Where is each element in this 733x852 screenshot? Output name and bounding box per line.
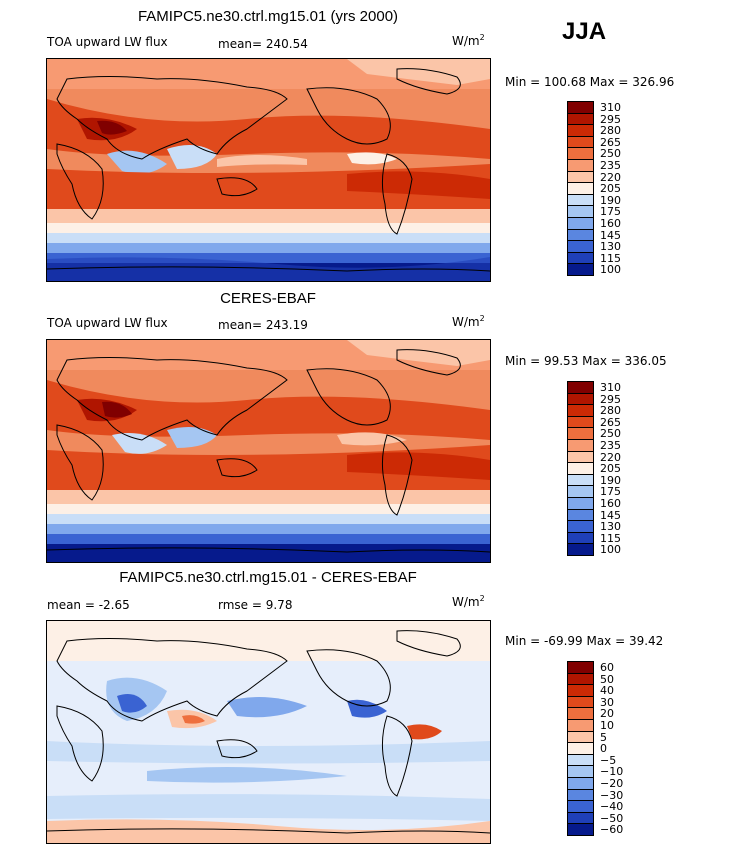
- colorbar-swatch: [567, 543, 594, 556]
- colorbar-tick-label: 175: [600, 205, 621, 219]
- colorbar-tick-label: 145: [600, 508, 621, 522]
- colorbar-tick-label: 295: [600, 392, 621, 406]
- colorbar-tick-label: −10: [600, 765, 624, 779]
- colorbar-tick-label: 60: [600, 661, 614, 674]
- colorbar-tick-label: −60: [600, 823, 624, 837]
- colorbar-tick-label: 205: [600, 182, 621, 196]
- colorbar-tick-label: 145: [600, 228, 621, 242]
- panel-2-units: W/m2: [452, 314, 485, 329]
- colorbar-tick-label: 220: [600, 450, 621, 464]
- panel-2-map-svg: [47, 340, 490, 562]
- colorbar-tick-label: 130: [600, 240, 621, 254]
- colorbar-tick-label: 250: [600, 147, 621, 161]
- colorbar-swatch: [567, 263, 594, 276]
- panel-2-colorbar: 310 295 280 265 250 235 220 205 190 175 160 145 130 1…: [567, 381, 677, 557]
- colorbar-tick-label: −50: [600, 811, 624, 825]
- colorbar-tick-label: 280: [600, 124, 621, 138]
- panel-3-mean: mean = -2.65: [47, 598, 130, 612]
- colorbar-tick-label: 190: [600, 193, 621, 207]
- panel-1-minmax: Min = 100.68 Max = 326.96: [505, 75, 675, 89]
- season-label: JJA: [562, 18, 607, 45]
- panel-1-colorbar: 310 295 280 265 250 235 220 205 190 175 160 145 130 1…: [567, 101, 677, 277]
- colorbar-tick-label: 265: [600, 135, 621, 149]
- colorbar-tick-label: 30: [600, 695, 614, 709]
- panel-1-map: [46, 58, 491, 282]
- colorbar-tick-label: 250: [600, 427, 621, 441]
- panel-3-map: [46, 620, 491, 844]
- panel-1-mean: mean= 240.54: [218, 37, 308, 51]
- panel-3-rmse: rmse = 9.78: [218, 598, 293, 612]
- colorbar-tick-label: 295: [600, 112, 621, 126]
- colorbar-tick-label: −20: [600, 777, 624, 790]
- colorbar-tick-label: 10: [600, 719, 614, 732]
- colorbar-swatch: [567, 823, 594, 836]
- colorbar-tick-label: −40: [600, 800, 624, 814]
- colorbar-tick-label: 280: [600, 404, 621, 418]
- colorbar-tick-label: 100: [600, 543, 621, 557]
- colorbar-tick-label: 160: [600, 497, 621, 510]
- colorbar-tick-label: −30: [600, 788, 624, 802]
- colorbar-tick-label: 235: [600, 439, 621, 452]
- colorbar-tick-label: 265: [600, 415, 621, 429]
- colorbar-tick-label: 50: [600, 672, 614, 686]
- panel-1-map-svg: [47, 59, 490, 281]
- panel-1-variable-label: TOA upward LW flux: [47, 35, 168, 49]
- colorbar-tick-label: 190: [600, 473, 621, 487]
- panel-2-mean: mean= 243.19: [218, 318, 308, 332]
- panel-2-variable-label: TOA upward LW flux: [47, 316, 168, 330]
- colorbar-tick-label: 100: [600, 263, 621, 277]
- panel-3-map-svg: [47, 621, 490, 843]
- colorbar-tick-label: −5: [600, 753, 617, 767]
- panel-1-title: FAMIPC5.ne30.ctrl.mg15.01 (yrs 2000): [137, 8, 399, 25]
- colorbar-tick-label: 0: [600, 742, 607, 756]
- colorbar-tick-label: 5: [600, 730, 607, 744]
- colorbar-tick-label: 220: [600, 170, 621, 184]
- colorbar-tick-label: 20: [600, 707, 614, 721]
- colorbar-tick-label: 160: [600, 217, 621, 230]
- panel-3-minmax: Min = -69.99 Max = 39.42: [505, 634, 664, 648]
- panel-2-title: CERES-EBAF: [220, 290, 316, 307]
- colorbar-tick-label: 130: [600, 520, 621, 534]
- colorbar-tick-label: 310: [600, 101, 621, 114]
- panel-3-units: W/m2: [452, 594, 485, 609]
- colorbar-tick-label: 115: [600, 251, 621, 265]
- panel-2-minmax: Min = 99.53 Max = 336.05: [505, 354, 667, 368]
- panel-2-map: [46, 339, 491, 563]
- colorbar-tick-label: 310: [600, 381, 621, 394]
- colorbar-tick-label: 175: [600, 485, 621, 499]
- panel-1-units: W/m2: [452, 33, 485, 48]
- colorbar-tick-label: 115: [600, 531, 621, 545]
- colorbar-tick-label: 235: [600, 159, 621, 172]
- panel-3-title: FAMIPC5.ne30.ctrl.mg15.01 - CERES-EBAF: [119, 569, 417, 586]
- colorbar-tick-label: 40: [600, 684, 614, 698]
- panel-3-colorbar: 60 50 40 30 20 10 5 0 −5 −10 −20 −30 −40 −50 −60: [567, 661, 677, 837]
- colorbar-tick-label: 205: [600, 462, 621, 476]
